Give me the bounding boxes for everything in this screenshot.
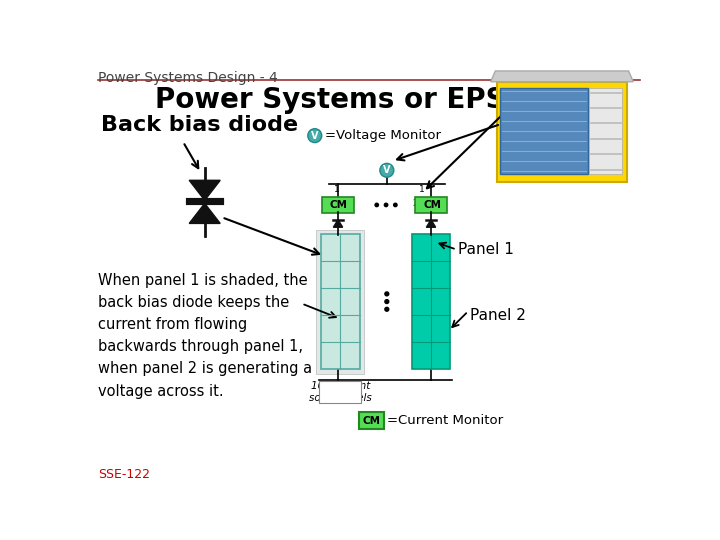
Text: 10 element
solar panels: 10 element solar panels [309,381,372,403]
FancyBboxPatch shape [497,82,627,182]
Circle shape [380,164,394,177]
Text: CM: CM [362,416,380,426]
Text: V: V [383,165,390,176]
Text: 1: 1 [419,185,425,194]
FancyBboxPatch shape [320,381,361,403]
Polygon shape [333,220,343,227]
Circle shape [394,203,397,207]
FancyBboxPatch shape [415,197,447,213]
FancyBboxPatch shape [589,88,622,174]
Text: =Voltage Monitor: =Voltage Monitor [325,129,441,142]
Circle shape [384,203,388,207]
Circle shape [375,203,379,207]
Polygon shape [426,220,436,227]
Text: 1: 1 [333,185,339,194]
FancyBboxPatch shape [316,230,364,374]
Text: Panel 2: Panel 2 [469,308,526,322]
Text: Panel 1: Panel 1 [458,242,514,257]
FancyBboxPatch shape [500,88,588,174]
FancyBboxPatch shape [322,197,354,213]
Text: When panel 1 is shaded, the
back bias diode keeps the
current from flowing
backw: When panel 1 is shaded, the back bias di… [98,273,312,399]
FancyBboxPatch shape [321,234,360,369]
Polygon shape [490,71,634,82]
Circle shape [385,292,389,296]
Polygon shape [189,180,220,200]
Polygon shape [189,204,220,224]
Circle shape [385,300,389,303]
Text: 2: 2 [413,199,418,208]
Text: SSE-122: SSE-122 [98,468,150,481]
Text: V: V [311,131,318,140]
Text: CM: CM [329,200,347,210]
Text: Power Systems or EPS: Power Systems or EPS [155,86,505,114]
FancyBboxPatch shape [412,234,451,369]
Text: CM: CM [423,200,441,210]
Circle shape [385,307,389,311]
Circle shape [307,129,322,143]
Text: Power Systems Design - 4: Power Systems Design - 4 [98,71,277,85]
Text: Back bias diode: Back bias diode [101,115,298,135]
FancyBboxPatch shape [359,412,384,429]
Text: =Current Monitor: =Current Monitor [387,414,503,427]
